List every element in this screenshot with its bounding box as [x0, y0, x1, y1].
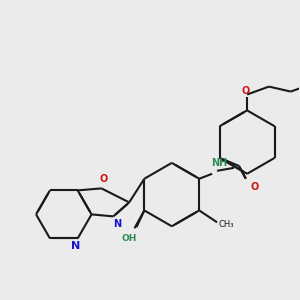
Text: OH: OH [122, 234, 137, 243]
Text: O: O [242, 85, 250, 96]
Text: O: O [99, 175, 108, 184]
Text: N: N [113, 219, 122, 229]
Text: O: O [250, 182, 259, 192]
Text: N: N [71, 241, 80, 251]
Text: CH₃: CH₃ [218, 220, 234, 229]
Text: NH: NH [211, 158, 227, 168]
